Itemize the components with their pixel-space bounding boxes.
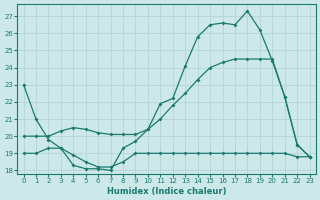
X-axis label: Humidex (Indice chaleur): Humidex (Indice chaleur) [107,187,226,196]
